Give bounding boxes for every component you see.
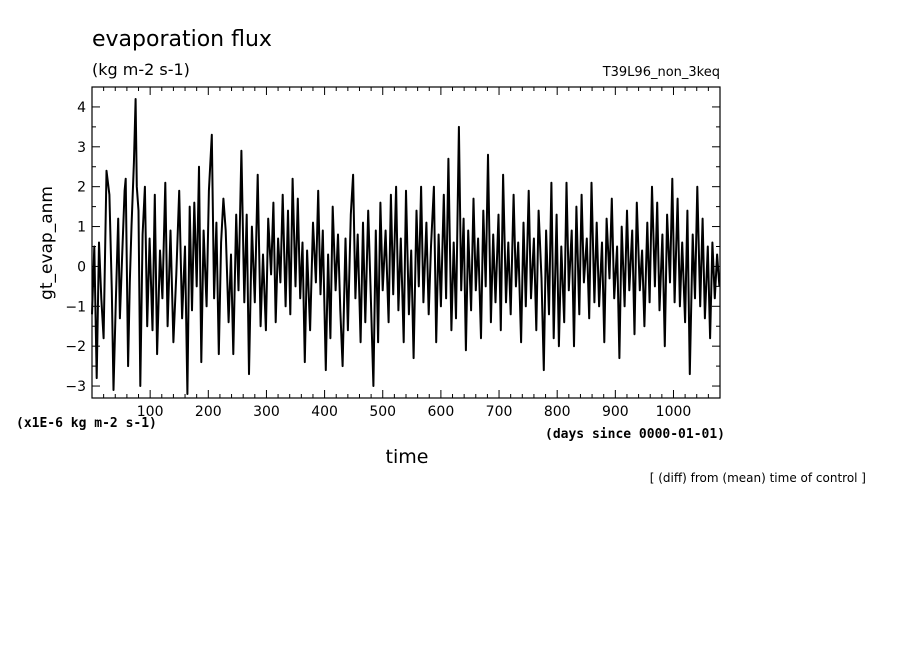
x-tick-label: 800 bbox=[544, 404, 571, 420]
x-tick-label: 600 bbox=[428, 404, 455, 420]
x-tick-label: 300 bbox=[253, 404, 280, 420]
x-time-unit-note: (days since 0000-01-01) bbox=[545, 427, 725, 442]
y-tick-label: −1 bbox=[65, 299, 86, 315]
y-tick-label: 4 bbox=[77, 100, 86, 116]
y-tick-label: 1 bbox=[77, 220, 86, 236]
tick-labels: 100 200 300 400 500 600 700 800 900 1000 −3 −2 −1 0 1 2… bbox=[65, 100, 691, 420]
y-tick-label: 2 bbox=[77, 180, 86, 196]
series-line bbox=[91, 98, 721, 395]
x-tick-label: 500 bbox=[369, 404, 396, 420]
x-tick-label: 200 bbox=[195, 404, 222, 420]
x-axis-label: time bbox=[386, 446, 429, 468]
x-tick-label: 900 bbox=[602, 404, 629, 420]
y-scale-note: (x1E-6 kg m-2 s-1) bbox=[16, 416, 157, 431]
run-id-label: T39L96_non_3keq bbox=[602, 65, 720, 80]
chart-units: (kg m-2 s-1) bbox=[92, 60, 190, 79]
plot-frame bbox=[91, 86, 721, 399]
x-tick-label: 1000 bbox=[656, 404, 692, 420]
y-tick-label: −2 bbox=[65, 339, 86, 355]
y-tick-label: 0 bbox=[77, 259, 86, 275]
y-tick-label: −3 bbox=[65, 379, 86, 395]
x-tick-label: 100 bbox=[137, 404, 164, 420]
chart-title: evaporation flux bbox=[92, 27, 272, 52]
operation-note: [ (diff) from (mean) time of control ] bbox=[650, 471, 866, 485]
x-tick-label: 700 bbox=[486, 404, 513, 420]
y-axis-label: gt_evap_anm bbox=[37, 186, 57, 300]
x-tick-label: 400 bbox=[311, 404, 338, 420]
y-tick-label: 3 bbox=[77, 140, 86, 156]
